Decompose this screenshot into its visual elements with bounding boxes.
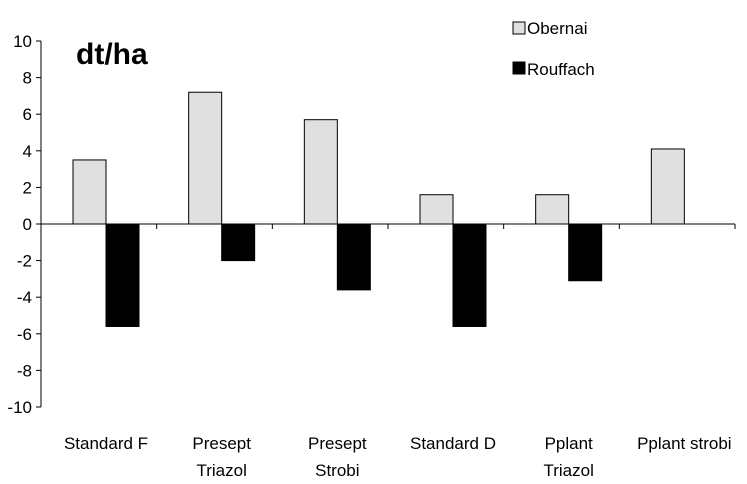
category-label: Pplant Triazol xyxy=(543,434,593,480)
category-label-line: Triazol xyxy=(196,461,246,480)
category-label-line: Presept xyxy=(192,434,251,453)
bar-obernai-0 xyxy=(72,159,107,225)
y-tick-label: -10 xyxy=(7,398,32,417)
category-label: Standard D xyxy=(410,434,496,453)
y-tick-label: 0 xyxy=(23,215,32,234)
bar-obernai-5 xyxy=(650,148,685,225)
category-label: Pplant strobi xyxy=(637,434,732,453)
legend-label-obernai: Obernai xyxy=(527,19,587,38)
bar-obernai-3 xyxy=(419,194,454,225)
category-label-line: Triazol xyxy=(543,461,593,480)
bar-rouffach-3 xyxy=(452,223,487,327)
y-tick-label: -8 xyxy=(17,361,32,380)
legend: Obernai Rouffach xyxy=(512,19,595,79)
bar-obernai-4 xyxy=(535,194,570,225)
category-label: Presept Strobi xyxy=(308,434,367,480)
category-label: Presept Triazol xyxy=(192,434,251,480)
x-category-labels: Standard F Presept Triazol Presept Strobi Sta… xyxy=(64,434,732,480)
unit-label: dt/ha xyxy=(76,38,148,71)
y-tick-label: -2 xyxy=(17,252,32,271)
category-label-line: Strobi xyxy=(315,461,359,480)
y-tick-label: -4 xyxy=(17,288,32,307)
category-label: Standard F xyxy=(64,434,148,453)
bar-obernai-2 xyxy=(303,119,338,225)
category-label-line: Pplant xyxy=(545,434,593,453)
legend-swatch-obernai xyxy=(512,21,526,35)
y-tick-label: 8 xyxy=(23,69,32,88)
legend-swatch-rouffach xyxy=(512,61,526,75)
y-tick-labels: 10 8 6 4 2 0 -2 -4 -6 -8 -10 xyxy=(7,32,32,417)
bar-obernai-1 xyxy=(188,91,223,225)
category-label-line: Standard F xyxy=(64,434,148,453)
bar-rouffach-4 xyxy=(568,223,603,282)
category-label-line: Standard D xyxy=(410,434,496,453)
legend-label-rouffach: Rouffach xyxy=(527,60,595,79)
bar-rouffach-0 xyxy=(105,223,140,327)
y-tick-label: 6 xyxy=(23,105,32,124)
bar-rouffach-1 xyxy=(221,223,256,262)
y-tick-label: 4 xyxy=(23,142,32,161)
category-label-line: Presept xyxy=(308,434,367,453)
y-tick-label: 10 xyxy=(13,32,32,51)
bars-layer xyxy=(72,91,685,327)
y-tick-label: -6 xyxy=(17,325,32,344)
category-label-line: Pplant strobi xyxy=(637,434,732,453)
y-tick-label: 2 xyxy=(23,178,32,197)
axes-layer xyxy=(36,40,736,408)
bar-rouffach-2 xyxy=(336,223,371,291)
